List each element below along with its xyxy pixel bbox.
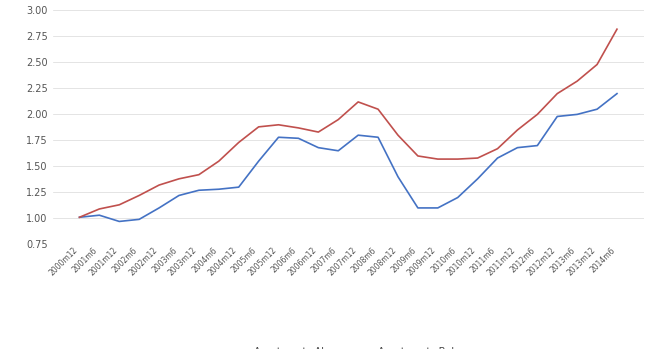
Apartments Above — [414, 206, 422, 210]
Apartments Below — [414, 154, 422, 158]
Apartments Below — [255, 125, 263, 129]
Legend: Apartments Above, Apartments Below: Apartments Above, Apartments Below — [225, 343, 472, 349]
Apartments Below — [135, 193, 143, 198]
Apartments Above — [493, 156, 501, 160]
Apartments Below — [275, 123, 283, 127]
Apartments Above — [454, 195, 462, 200]
Apartments Below — [76, 215, 83, 220]
Apartments Below — [613, 27, 621, 31]
Apartments Below — [474, 156, 482, 160]
Apartments Below — [394, 133, 402, 137]
Apartments Above — [135, 217, 143, 222]
Apartments Above — [533, 143, 541, 148]
Apartments Above — [315, 146, 323, 150]
Apartments Above — [374, 135, 382, 139]
Apartments Above — [175, 193, 183, 198]
Apartments Above — [434, 206, 442, 210]
Apartments Below — [195, 172, 203, 177]
Apartments Below — [374, 107, 382, 111]
Apartments Above — [334, 149, 342, 153]
Apartments Above — [573, 112, 581, 117]
Apartments Below — [514, 128, 522, 132]
Apartments Above — [95, 213, 103, 217]
Apartments Above — [275, 135, 283, 139]
Line: Apartments Above: Apartments Above — [79, 94, 617, 221]
Apartments Below — [175, 177, 183, 181]
Apartments Below — [116, 203, 124, 207]
Apartments Below — [553, 91, 561, 96]
Apartments Below — [95, 207, 103, 211]
Apartments Above — [354, 133, 362, 137]
Apartments Below — [573, 79, 581, 83]
Apartments Above — [235, 185, 242, 189]
Apartments Below — [334, 118, 342, 122]
Apartments Above — [215, 187, 223, 191]
Apartments Below — [533, 112, 541, 117]
Apartments Above — [116, 219, 124, 223]
Apartments Below — [454, 157, 462, 161]
Apartments Above — [474, 177, 482, 181]
Apartments Above — [593, 107, 601, 111]
Apartments Above — [294, 136, 302, 140]
Apartments Below — [294, 126, 302, 130]
Apartments Above — [76, 215, 83, 220]
Apartments Above — [255, 159, 263, 163]
Apartments Above — [613, 91, 621, 96]
Apartments Below — [315, 130, 323, 134]
Apartments Above — [195, 188, 203, 192]
Apartments Above — [155, 206, 163, 210]
Line: Apartments Below: Apartments Below — [79, 29, 617, 217]
Apartments Below — [493, 147, 501, 151]
Apartments Below — [593, 62, 601, 67]
Apartments Below — [215, 159, 223, 163]
Apartments Below — [235, 140, 242, 144]
Apartments Below — [155, 183, 163, 187]
Apartments Above — [553, 114, 561, 119]
Apartments Above — [514, 146, 522, 150]
Apartments Above — [394, 174, 402, 179]
Apartments Below — [434, 157, 442, 161]
Apartments Below — [354, 100, 362, 104]
